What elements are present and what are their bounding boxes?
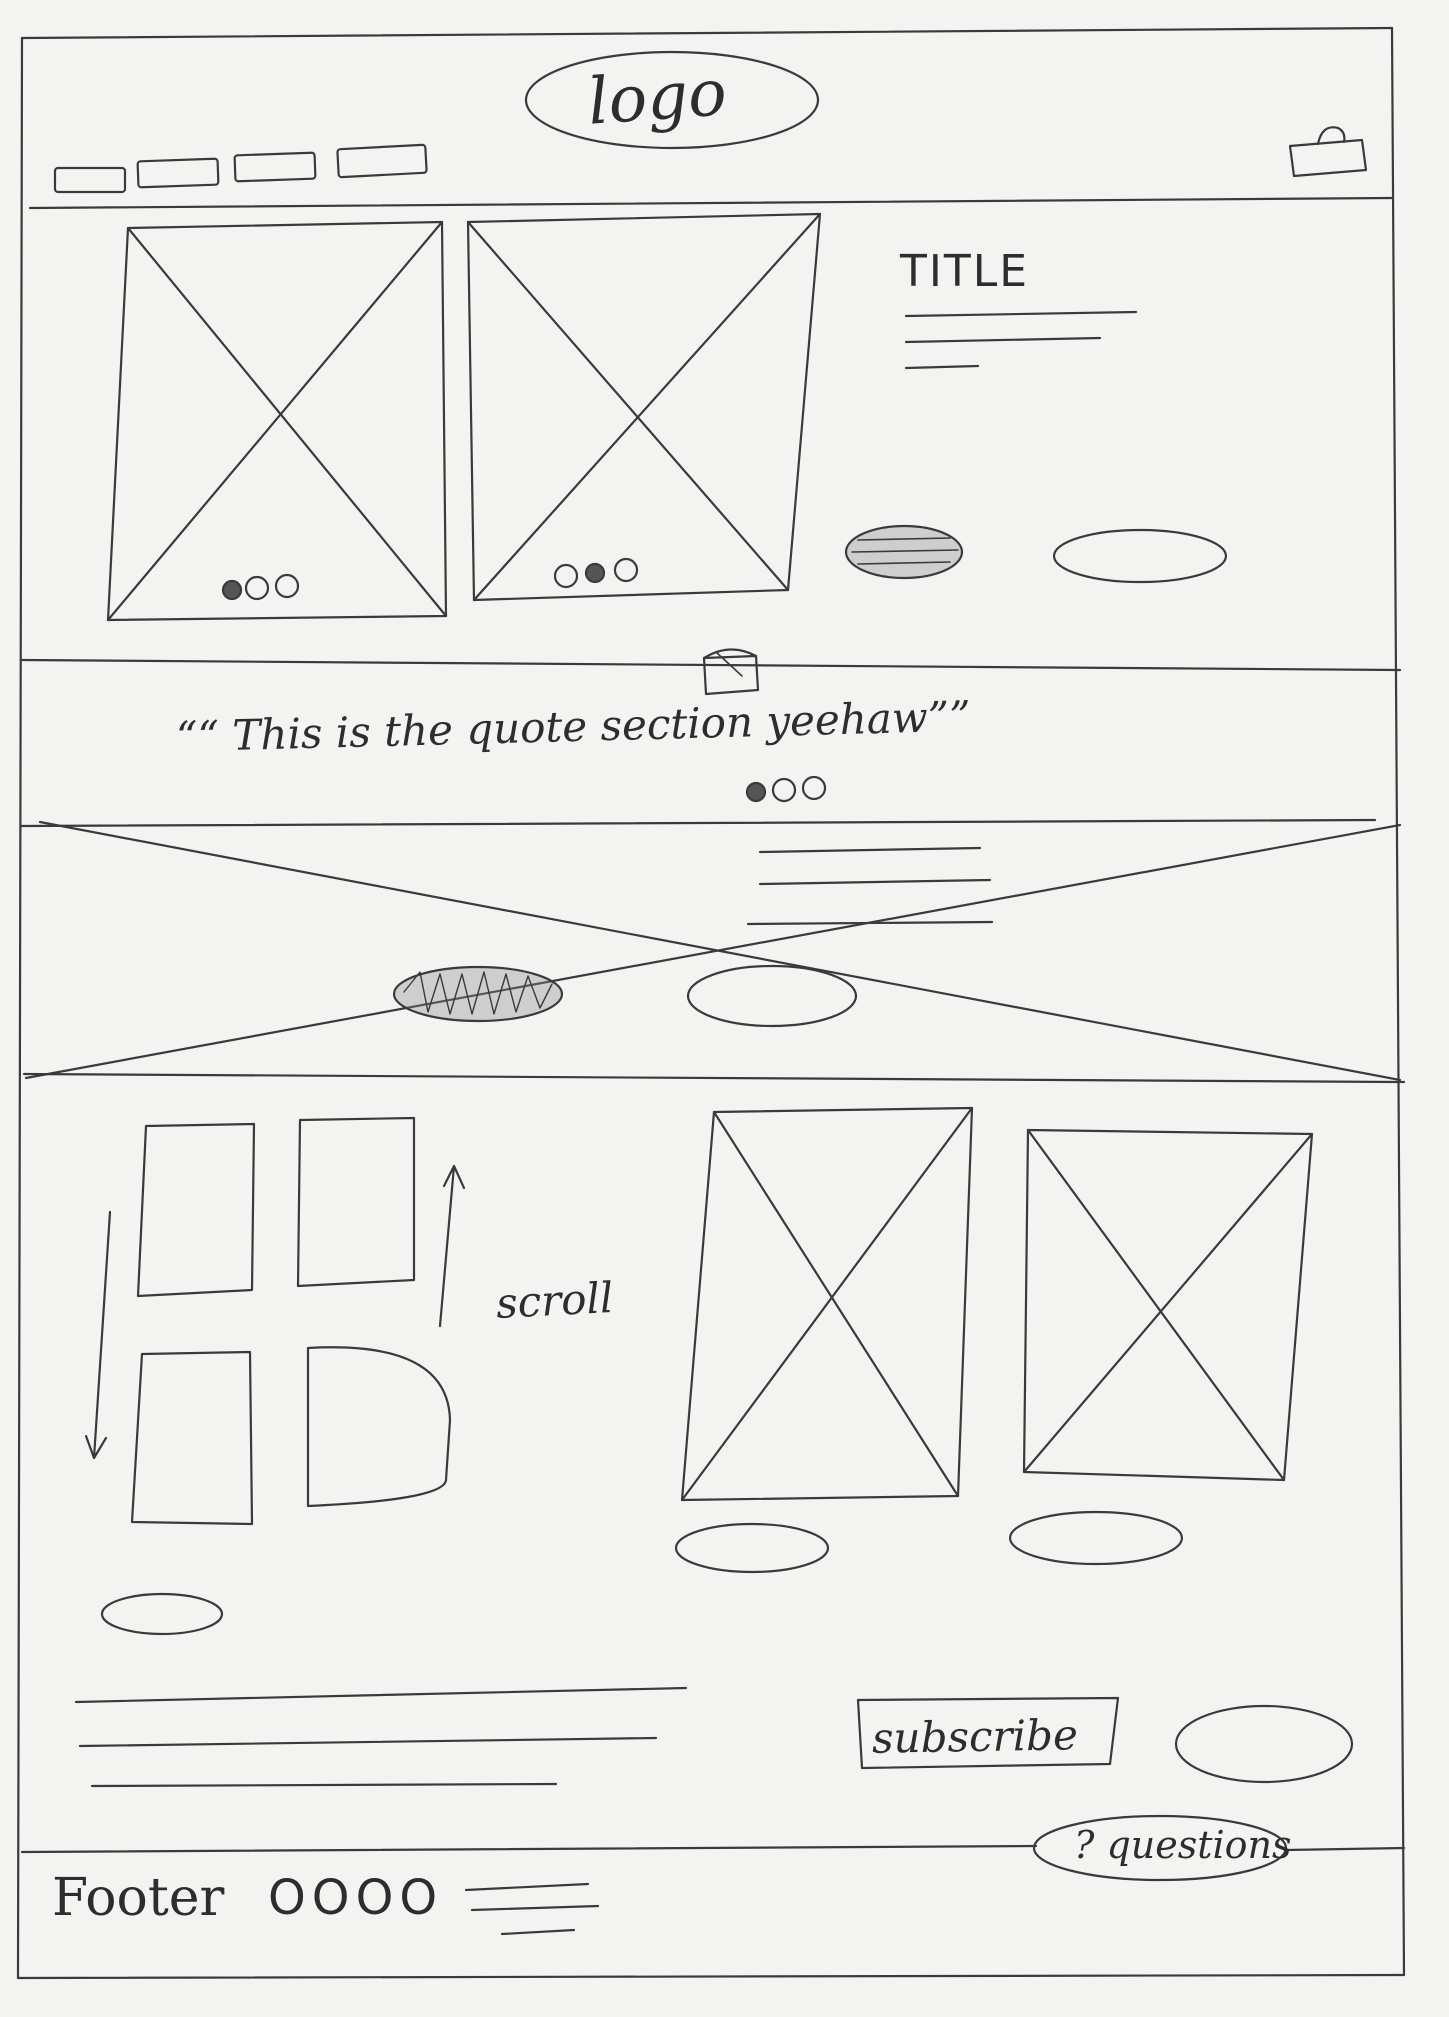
hero-title: TITLE <box>900 246 1030 297</box>
questions-button-frame[interactable] <box>1032 1814 1288 1882</box>
tile-3[interactable] <box>130 1350 254 1526</box>
hero-text-lines <box>904 310 1138 370</box>
logo-text[interactable]: logo <box>585 56 729 140</box>
scroll-label: scroll <box>494 1272 615 1329</box>
nav-item-2[interactable] <box>136 157 220 189</box>
subscribe-button-frame[interactable] <box>856 1696 1120 1770</box>
hero-divider <box>20 658 1402 672</box>
showcase-text-lines <box>746 846 994 926</box>
footer-dots: OOOO <box>268 1870 444 1926</box>
footer-text-lines <box>464 1882 600 1936</box>
quote-divider <box>20 818 1377 828</box>
subscribe-secondary-button[interactable] <box>1174 1704 1354 1784</box>
footer-divider <box>20 1844 1406 1854</box>
product-image-2[interactable] <box>1022 1128 1314 1482</box>
footer-label: Footer <box>52 1868 225 1928</box>
tile-4[interactable] <box>306 1346 452 1508</box>
hero-image-2[interactable] <box>466 212 822 602</box>
nav-bar <box>53 143 428 194</box>
header-divider <box>28 196 1394 210</box>
nav-item-1[interactable] <box>53 166 127 194</box>
product-button-1[interactable] <box>674 1522 830 1574</box>
hero-image-1[interactable] <box>106 220 448 622</box>
nav-item-3[interactable] <box>233 151 317 183</box>
cake-icon <box>702 648 760 696</box>
bag-icon[interactable] <box>1288 126 1368 178</box>
arrow-down-icon <box>84 1210 112 1460</box>
product-image-1[interactable] <box>680 1106 974 1502</box>
product-button-2[interactable] <box>1008 1510 1184 1566</box>
subscribe-label[interactable]: subscribe <box>871 1710 1079 1763</box>
gallery-small-button[interactable] <box>100 1592 224 1636</box>
carousel-dots-2[interactable] <box>553 557 639 589</box>
arrow-up-icon <box>438 1164 466 1328</box>
tile-1[interactable] <box>136 1122 256 1298</box>
questions-label[interactable]: ? questions <box>1074 1823 1292 1867</box>
carousel-dots-1[interactable] <box>221 573 300 601</box>
showcase-divider <box>22 1072 1406 1084</box>
quote-dots[interactable] <box>745 775 827 803</box>
showcase-primary-button[interactable] <box>392 965 564 1023</box>
subscribe-text-lines <box>74 1686 688 1788</box>
hero-primary-button[interactable] <box>844 524 964 580</box>
page-frame <box>16 26 1406 1980</box>
tile-2[interactable] <box>296 1116 416 1288</box>
logo-ellipse[interactable] <box>524 50 820 150</box>
showcase-secondary-button[interactable] <box>686 964 858 1028</box>
nav-item-4[interactable] <box>336 143 428 179</box>
hero-secondary-button[interactable] <box>1052 528 1228 584</box>
showcase-background-image <box>24 820 1402 1082</box>
